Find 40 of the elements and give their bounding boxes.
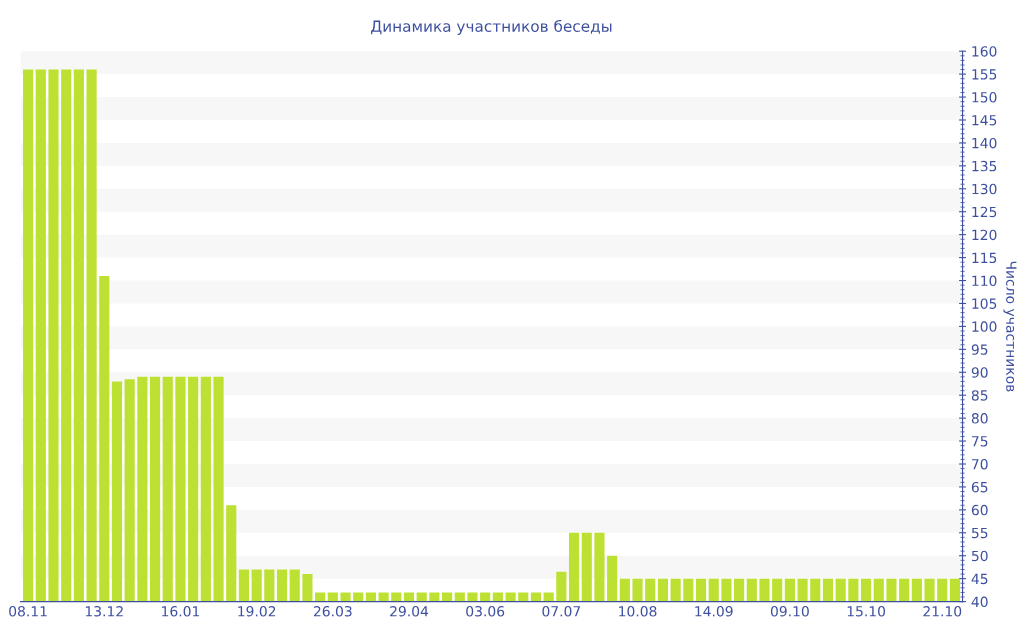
y-tick-label: 80 [971, 413, 988, 424]
y-tick-label: 110 [972, 275, 997, 287]
x-tick-label: 08.11 [9, 606, 47, 617]
x-tick-label: 14.09 [695, 606, 733, 617]
x-tick-label: 16.01 [162, 606, 200, 617]
y-tick-label: 125 [972, 206, 997, 218]
y-axis-title: Число участников [1003, 261, 1017, 392]
chart-title: Динамика участников беседы [371, 19, 612, 35]
x-tick-label: 21.10 [923, 606, 962, 617]
y-tick-label: 140 [972, 137, 997, 149]
y-tick-label: 45 [971, 573, 988, 585]
x-tick-label: 13.12 [85, 606, 123, 617]
x-tick-label: 19.02 [238, 606, 276, 617]
x-tick-label: 29.04 [390, 606, 429, 617]
x-tick-label: 26.03 [313, 606, 352, 617]
x-tick-label: 09.10 [770, 606, 809, 617]
y-tick-label: 55 [971, 527, 988, 539]
x-tick-label: 07.07 [542, 606, 581, 617]
x-tick-label: 15.10 [847, 606, 886, 617]
y-tick-label: 75 [972, 436, 988, 447]
y-tick-label: 65 [971, 481, 988, 493]
y-tick-label: 50 [971, 550, 988, 562]
y-tick-label: 145 [972, 115, 997, 126]
y-tick-label: 155 [972, 69, 997, 80]
y-tick-label: 70 [972, 458, 988, 470]
x-tick-label: 03.06 [466, 606, 505, 617]
y-tick-label: 105 [972, 298, 997, 309]
y-tick-label: 85 [971, 390, 988, 401]
y-tick-label: 150 [972, 92, 997, 103]
y-tick-label: 130 [972, 183, 997, 195]
y-tick-label: 40 [971, 596, 988, 608]
y-tick-label: 135 [972, 160, 997, 172]
y-tick-label: 90 [971, 367, 988, 378]
y-tick-label: 115 [972, 252, 997, 264]
y-tick-label: 120 [972, 229, 997, 241]
x-tick-label: 10.08 [619, 606, 657, 617]
y-tick-label: 100 [972, 321, 997, 332]
y-tick-label: 95 [971, 344, 988, 355]
y-tick-label: 160 [972, 46, 997, 57]
y-tick-label: 60 [971, 504, 988, 516]
